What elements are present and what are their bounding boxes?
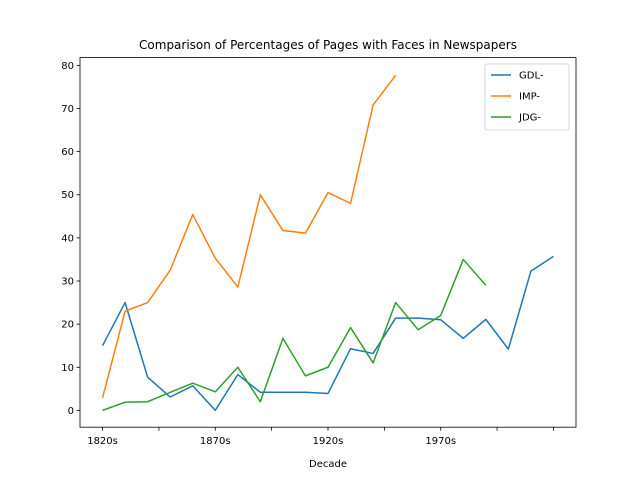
- y-axis: 0 10 20 30 40 50 60 70 80: [61, 61, 80, 417]
- legend: GDL- IMP- JDG-: [484, 63, 570, 131]
- x-tick-label: 1920s: [313, 436, 344, 447]
- y-tick-label: 0: [68, 406, 74, 417]
- chart-title: Comparison of Percentages of Pages with …: [139, 38, 517, 52]
- y-tick-label: 40: [61, 233, 74, 244]
- legend-box: [484, 63, 570, 131]
- y-tick-label: 20: [61, 320, 74, 331]
- y-tick-label: 30: [61, 276, 74, 287]
- series-lines: [101, 74, 554, 412]
- series-line-imp: [101, 74, 397, 399]
- y-tick-label: 50: [61, 190, 74, 201]
- x-tick-label: 1970s: [425, 436, 456, 447]
- y-tick-label: 80: [61, 61, 74, 72]
- x-tick-label: 1870s: [200, 436, 231, 447]
- x-tick-label: 1820s: [87, 436, 118, 447]
- legend-label: GDL-: [519, 71, 544, 82]
- y-tick-label: 70: [61, 104, 74, 115]
- y-tick-label: 10: [61, 363, 74, 374]
- x-axis-label: Decade: [309, 459, 347, 470]
- x-axis: 1820s 1870s 1920s 1970s: [87, 427, 554, 447]
- legend-label: JDG-: [518, 113, 541, 124]
- legend-label: IMP-: [519, 92, 540, 103]
- series-line-jdg: [102, 258, 487, 412]
- y-tick-label: 60: [61, 147, 74, 158]
- series-line-gdl: [101, 255, 554, 412]
